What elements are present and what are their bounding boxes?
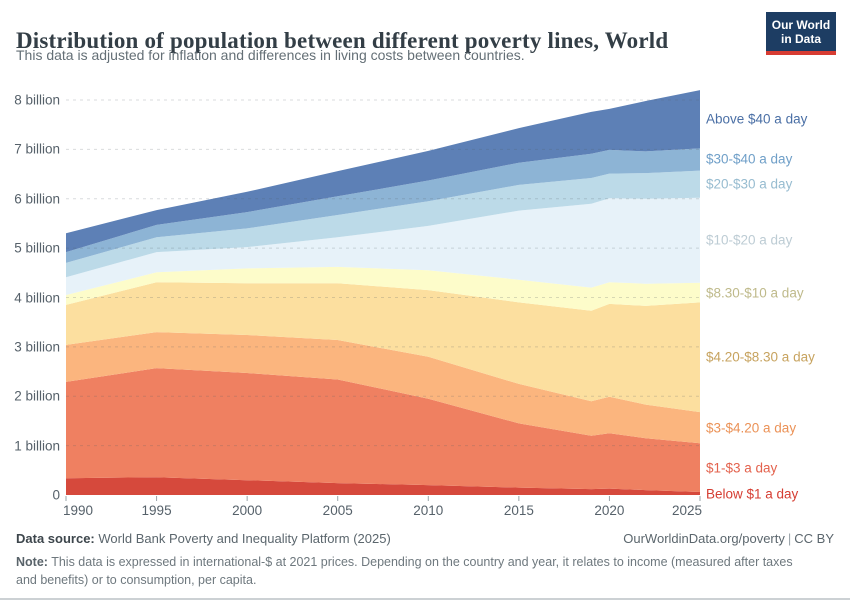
x-axis-label-2025: 2025 — [671, 503, 702, 518]
data-source-label: Data source: — [16, 531, 95, 546]
x-axis-label-2010: 2010 — [413, 503, 444, 518]
y-axis-label-8: 8 billion — [14, 92, 60, 108]
y-axis-label-1: 1 billion — [14, 438, 60, 454]
attribution-row: OurWorldinData.org/poverty | CC BY — [623, 531, 834, 546]
area-4-20-8-30-a-day[interactable] — [66, 282, 700, 413]
legend-label-8-30-10-a-day[interactable]: $8.30-$10 a day — [706, 285, 804, 301]
legend-label-below-1-a-day[interactable]: Below $1 a day — [706, 486, 799, 502]
x-axis-label-1990: 1990 — [63, 503, 94, 518]
legend-label-3-4-20-a-day[interactable]: $3-$4.20 a day — [706, 420, 797, 436]
page-title: Distribution of population between diffe… — [16, 28, 669, 54]
owid-link[interactable]: OurWorldinData.org/poverty — [623, 531, 785, 546]
page-subtitle: This data is adjusted for inflation and … — [16, 47, 525, 63]
data-source-value: World Bank Poverty and Inequality Platfo… — [98, 531, 391, 546]
owid-logo[interactable]: Our World in Data — [766, 12, 836, 55]
area-1-3-a-day[interactable] — [66, 368, 700, 492]
y-axis-label-2: 2 billion — [14, 388, 60, 404]
legend-label-30-40-a-day[interactable]: $30-$40 a day — [706, 151, 793, 167]
note-row: Note: This data is expressed in internat… — [16, 553, 816, 589]
x-axis-label-2000: 2000 — [232, 503, 263, 518]
data-source-row: Data source: World Bank Poverty and Ineq… — [16, 531, 391, 546]
area-8-30-10-a-day[interactable] — [66, 266, 700, 311]
note-value: This data is expressed in international-… — [16, 555, 793, 587]
area-below-1-a-day[interactable] — [66, 477, 700, 495]
area-above-40-a-day[interactable] — [66, 90, 700, 253]
legend-label-10-20-a-day[interactable]: $10-$20 a day — [706, 232, 793, 248]
owid-logo-line1: Our World — [771, 18, 831, 32]
x-axis-label-1995: 1995 — [141, 503, 172, 518]
area-10-20-a-day[interactable] — [66, 197, 700, 295]
y-axis-label-3: 3 billion — [14, 339, 60, 355]
area-30-40-a-day[interactable] — [66, 148, 700, 263]
legend-label-4-20-8-30-a-day[interactable]: $4.20-$8.30 a day — [706, 349, 815, 365]
legend-label-1-3-a-day[interactable]: $1-$3 a day — [706, 460, 778, 476]
x-axis-label-2020: 2020 — [594, 503, 625, 518]
bottom-divider — [0, 598, 850, 600]
area-20-30-a-day[interactable] — [66, 170, 700, 278]
y-axis-label-6: 6 billion — [14, 191, 60, 207]
legend-label-20-30-a-day[interactable]: $20-$30 a day — [706, 176, 793, 192]
attribution-separator: | — [787, 531, 792, 546]
license-label: CC BY — [794, 531, 834, 546]
y-axis-label-5: 5 billion — [14, 240, 60, 256]
y-axis-label-0: 0 — [52, 487, 60, 503]
x-axis-label-2005: 2005 — [322, 503, 353, 518]
owid-logo-line2: in Data — [780, 32, 821, 46]
y-axis-label-4: 4 billion — [14, 290, 60, 305]
y-axis-label-7: 7 billion — [14, 141, 60, 157]
legend-label-above-40-a-day[interactable]: Above $40 a day — [706, 111, 808, 127]
x-axis-label-2015: 2015 — [503, 503, 534, 518]
note-label: Note: — [16, 555, 48, 569]
area-3-4-20-a-day[interactable] — [66, 332, 700, 444]
